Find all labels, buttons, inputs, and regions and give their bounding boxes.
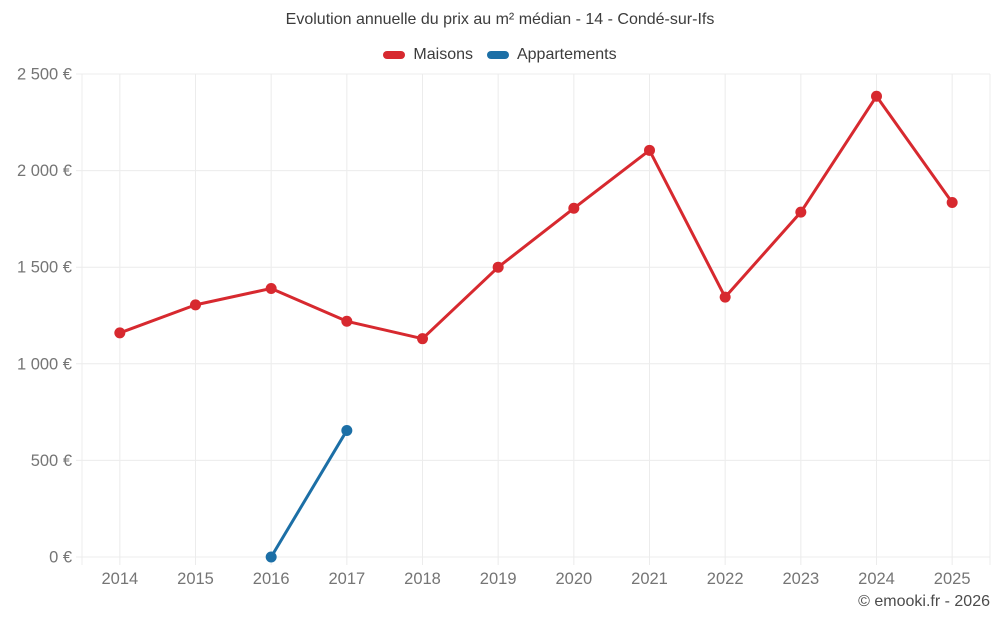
x-tick-label-2015: 2015 <box>177 570 214 588</box>
x-tick-label-2018: 2018 <box>404 570 441 588</box>
data-point-maisons-2018[interactable] <box>417 333 428 345</box>
legend-item-appartements[interactable]: Appartements <box>486 46 617 64</box>
y-tick-label-1500: 1 500 € <box>17 259 72 277</box>
data-point-maisons-2015[interactable] <box>190 299 201 311</box>
data-point-maisons-2021[interactable] <box>644 144 655 156</box>
x-tick-label-2017: 2017 <box>328 570 365 588</box>
chart-legend: Maisons Appartements <box>0 46 1000 64</box>
x-tick-label-2016: 2016 <box>253 570 290 588</box>
x-tick-label-2022: 2022 <box>707 570 744 588</box>
y-tick-label-1000: 1 000 € <box>17 355 72 373</box>
series-line-appartements <box>269 428 349 559</box>
x-tick-label-2024: 2024 <box>858 570 895 588</box>
data-point-appartements-2016[interactable] <box>265 551 277 563</box>
data-point-appartements-2017[interactable] <box>341 424 353 436</box>
x-tick-label-2025: 2025 <box>934 570 971 588</box>
x-tick-label-2019: 2019 <box>480 570 517 588</box>
data-point-maisons-2024[interactable] <box>871 90 882 102</box>
data-point-maisons-2014[interactable] <box>114 327 126 339</box>
legend-label-maisons: Maisons <box>413 46 473 63</box>
series-line-maisons <box>118 94 954 341</box>
x-tick-label-2020: 2020 <box>555 570 592 588</box>
data-point-maisons-2023[interactable] <box>795 206 807 218</box>
y-tick-label-2000: 2 000 € <box>17 162 72 180</box>
appartements-swatch-icon <box>486 51 509 59</box>
legend-label-appartements: Appartements <box>516 46 617 63</box>
data-point-maisons-2022[interactable] <box>719 291 731 303</box>
x-tick-label-2014: 2014 <box>101 570 138 588</box>
data-point-maisons-2025[interactable] <box>946 196 958 208</box>
data-point-maisons-2020[interactable] <box>568 202 580 214</box>
data-point-maisons-2016[interactable] <box>265 282 277 294</box>
x-tick-label-2021: 2021 <box>631 570 668 588</box>
chart-title: Evolution annuelle du prix au m² médian … <box>285 11 715 28</box>
y-tick-label-0: 0 € <box>49 549 72 567</box>
maisons-swatch-icon <box>383 51 406 59</box>
data-point-maisons-2017[interactable] <box>341 315 353 327</box>
y-tick-label-500: 500 € <box>31 452 72 470</box>
watermark: © emooki.fr - 2026 <box>858 593 990 610</box>
legend-item-maisons[interactable]: Maisons <box>383 46 473 64</box>
x-tick-label-2023: 2023 <box>782 570 819 588</box>
y-tick-label-2500: 2 500 € <box>17 66 72 84</box>
data-point-maisons-2019[interactable] <box>492 261 504 273</box>
